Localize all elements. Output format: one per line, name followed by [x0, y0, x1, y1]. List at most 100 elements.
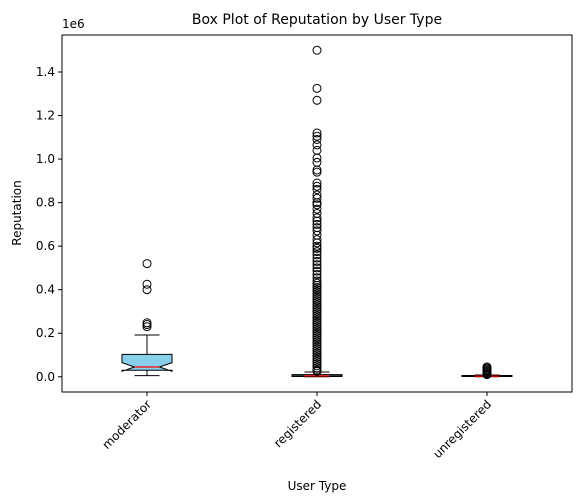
notched-box — [121, 353, 173, 373]
outlier-point — [312, 298, 322, 308]
outlier-point — [312, 131, 322, 141]
outlier-point — [312, 348, 322, 358]
outlier-point — [482, 370, 492, 380]
x-axis-label: User Type — [288, 479, 347, 493]
y-tick-label: 1.2 — [36, 109, 55, 123]
outlier-point — [312, 266, 322, 276]
outlier-point — [312, 333, 322, 343]
y-tick-label: 0.6 — [36, 239, 55, 253]
outlier-point — [312, 95, 322, 105]
box-unregistered — [461, 362, 513, 380]
x-tick-label: moderator — [99, 397, 154, 452]
outlier-point — [312, 313, 322, 323]
outlier-point — [312, 309, 322, 319]
outlier-point — [312, 216, 322, 226]
outlier-point — [312, 363, 322, 373]
outlier-point — [312, 337, 322, 347]
outlier-point — [312, 213, 322, 223]
outlier-point — [312, 269, 322, 279]
y-tick-label: 0.4 — [36, 283, 55, 297]
outlier-point — [312, 83, 322, 93]
outlier-point — [312, 238, 322, 248]
outlier-point — [312, 198, 322, 208]
outlier-point — [312, 287, 322, 297]
y-offset-label: 1e6 — [62, 17, 85, 31]
outlier-point — [312, 324, 322, 334]
outlier-point — [142, 322, 152, 332]
outlier-point — [312, 339, 322, 349]
outlier-point — [312, 293, 322, 303]
outlier-point — [312, 283, 322, 293]
x-tick-label: registered — [271, 397, 324, 450]
outlier-point — [312, 354, 322, 364]
outlier-point — [312, 278, 322, 288]
outlier-point — [312, 300, 322, 310]
outlier-point — [312, 357, 322, 367]
outlier-point — [142, 259, 152, 269]
y-tick-label: 0.0 — [36, 370, 55, 384]
y-axis-label: Reputation — [10, 180, 24, 245]
outlier-point — [312, 304, 322, 314]
outlier-point — [312, 253, 322, 263]
outlier-point — [312, 328, 322, 338]
outlier-point — [312, 361, 322, 371]
outlier-point — [312, 247, 322, 257]
y-tick-label: 0.2 — [36, 326, 55, 340]
outlier-point — [312, 285, 322, 295]
outlier-point — [312, 243, 322, 253]
outlier-point — [312, 276, 322, 286]
outlier-point — [312, 366, 322, 376]
outlier-point — [312, 322, 322, 332]
outlier-point — [312, 140, 322, 150]
y-tick-label: 1.4 — [36, 65, 55, 79]
outlier-point — [312, 317, 322, 327]
box-moderator — [121, 259, 173, 377]
outlier-point — [312, 326, 322, 336]
outlier-point — [312, 343, 322, 353]
outlier-point — [312, 165, 322, 175]
outlier-point — [312, 335, 322, 345]
outlier-point — [312, 280, 322, 290]
outlier-point — [312, 256, 322, 266]
outlier-point — [312, 128, 322, 138]
y-tick-label: 0.8 — [36, 196, 55, 210]
outlier-point — [312, 260, 322, 270]
outlier-point — [312, 178, 322, 188]
box-registered — [291, 45, 343, 378]
outlier-point — [312, 263, 322, 273]
outlier-point — [312, 302, 322, 312]
outlier-point — [312, 352, 322, 362]
outlier-point — [312, 341, 322, 351]
outlier-point — [142, 279, 152, 289]
outlier-point — [312, 45, 322, 55]
y-tick-label: 1.0 — [36, 152, 55, 166]
outlier-point — [312, 289, 322, 299]
outlier-point — [312, 134, 322, 144]
outlier-point — [312, 226, 322, 236]
outlier-point — [312, 167, 322, 177]
outlier-point — [312, 235, 322, 245]
outlier-point — [312, 350, 322, 360]
outlier-point — [312, 241, 322, 251]
outlier-point — [312, 346, 322, 356]
plot-area — [121, 45, 513, 380]
outlier-point — [312, 311, 322, 321]
outlier-point — [312, 193, 322, 203]
outlier-point — [312, 185, 322, 195]
outlier-point — [142, 320, 152, 330]
outlier-point — [312, 181, 322, 191]
outlier-point — [312, 296, 322, 306]
outlier-point — [312, 320, 322, 330]
outlier-point — [312, 306, 322, 316]
x-tick-label: unregistered — [430, 397, 494, 461]
outlier-point — [312, 219, 322, 229]
outlier-point — [312, 153, 322, 163]
outlier-point — [312, 145, 322, 155]
chart-title: Box Plot of Reputation by User Type — [192, 12, 442, 28]
outlier-point — [312, 330, 322, 340]
outlier-point — [312, 291, 322, 301]
outlier-point — [312, 315, 322, 325]
outlier-point — [312, 204, 322, 214]
outlier-point — [312, 250, 322, 260]
